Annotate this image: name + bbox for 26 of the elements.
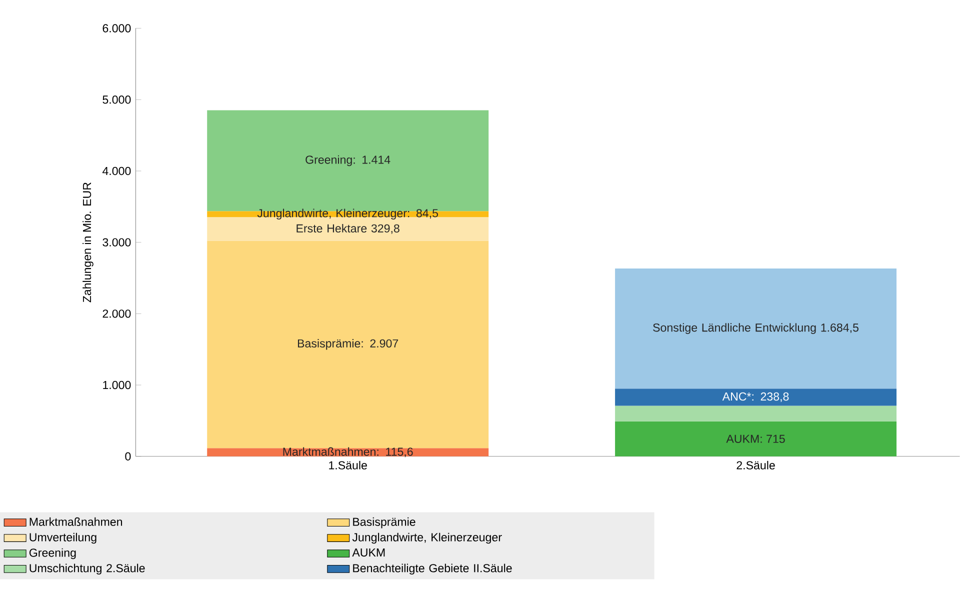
data-label: ANC*: 238,8 (722, 392, 789, 402)
legend-label: AUKM (352, 548, 385, 556)
x-tick-label: 2.Säule (736, 460, 775, 470)
y-axis-title: Zahlungen in Mio. EUR (82, 182, 94, 302)
data-label: Marktmaßnahmen: 115,6 (283, 447, 413, 457)
legend-label: Umverteilung (30, 532, 96, 544)
x-tick-label: 1.Säule (329, 460, 367, 470)
legend-label: Basisprämie (353, 517, 416, 528)
data-label: Basisprämie: 2.907 (298, 338, 398, 350)
legend-label: Umschichtung 2.Säule (30, 564, 145, 574)
y-tick-label: 2.000 (102, 309, 131, 318)
y-tick-label: 5.000 (102, 95, 131, 104)
data-label: Junglandwirte, Kleinerzeuger: 84,5 (257, 208, 438, 220)
data-label: Erste Hektare 329,8 (296, 224, 400, 234)
y-tick-label: 6.000 (102, 24, 131, 32)
legend-label: Marktmaßnahmen (30, 517, 122, 526)
y-tick-label: 3.000 (102, 238, 131, 246)
y-tick-label: 1.000 (103, 380, 131, 389)
y-tick-label: 0 (125, 452, 131, 460)
legend-label: Benachteiligte Gebiete II.Säule (353, 564, 512, 574)
legend-label: Junglandwirte, Kleinerzeuger (352, 532, 502, 544)
data-label: Sonstige Ländliche Entwicklung 1.684,5 (653, 323, 858, 334)
legend-label: Greening (29, 548, 76, 559)
y-tick-label: 4.000 (102, 166, 131, 175)
data-label: Greening: 1.414 (306, 155, 390, 166)
annotation: AUKM: 715 (726, 434, 785, 443)
